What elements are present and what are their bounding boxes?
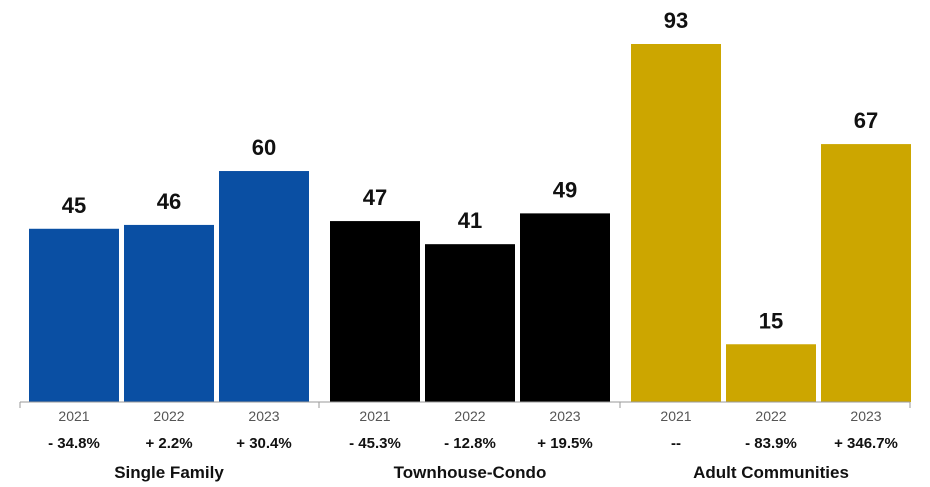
percent-change-label: + 2.2% (145, 435, 192, 452)
bar-value-label: 47 (363, 185, 387, 210)
category-group-label: Single Family (114, 463, 224, 482)
year-tick-label: 2022 (755, 408, 786, 424)
percent-change-label: + 30.4% (236, 435, 291, 452)
bar (330, 221, 420, 402)
bar-value-label: 41 (458, 208, 482, 233)
bar-value-label: 60 (252, 135, 276, 160)
percent-change-label: + 346.7% (834, 435, 898, 452)
bar (29, 228, 119, 402)
year-tick-label: 2022 (454, 408, 485, 424)
year-tick-label: 2022 (153, 408, 184, 424)
bar-value-label: 46 (157, 189, 181, 214)
bar (425, 244, 515, 402)
percent-change-label: - 34.8% (48, 435, 100, 452)
year-tick-label: 2023 (850, 408, 881, 424)
year-tick-label: 2023 (248, 408, 279, 424)
bar (520, 213, 610, 402)
category-group-label: Townhouse-Condo (394, 463, 547, 482)
year-tick-label: 2023 (549, 408, 580, 424)
bar (821, 144, 911, 402)
bar-value-label: 45 (62, 193, 86, 218)
bar-value-label: 49 (553, 177, 577, 202)
bar (631, 44, 721, 402)
year-tick-label: 2021 (58, 408, 89, 424)
bar (219, 171, 309, 402)
percent-change-label: -- (671, 435, 681, 452)
percent-change-label: - 45.3% (349, 435, 401, 452)
bar (726, 344, 816, 402)
percent-change-label: + 19.5% (537, 435, 592, 452)
percent-change-label: - 12.8% (444, 435, 496, 452)
category-group-label: Adult Communities (693, 463, 849, 482)
bar (124, 224, 214, 402)
x-axis (19, 401, 911, 408)
labels-layer: 45 2021 - 34.8% 46 2022 + 2.2% 60 2023 + 30.4% Si… (48, 8, 898, 482)
year-tick-label: 2021 (359, 408, 390, 424)
bar-value-label: 15 (759, 308, 783, 333)
bar-value-label: 67 (854, 108, 878, 133)
year-tick-label: 2021 (660, 408, 691, 424)
bar-value-label: 93 (664, 8, 688, 33)
bars-layer (29, 44, 911, 402)
percent-change-label: - 83.9% (745, 435, 797, 452)
